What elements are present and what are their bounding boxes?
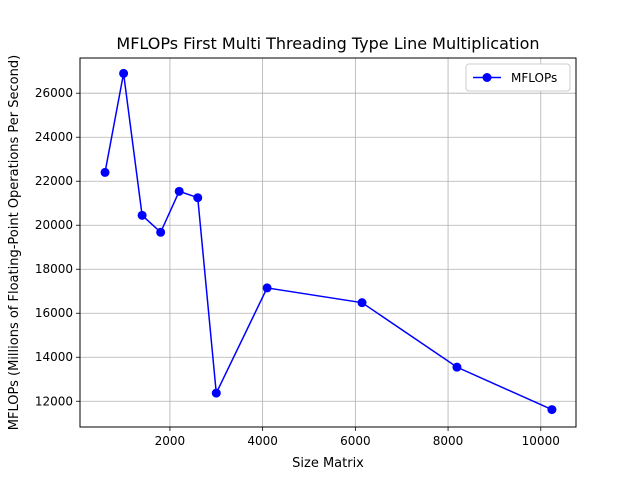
x-axis-label: Size Matrix [292, 456, 364, 471]
legend-label: MFLOPs [511, 71, 557, 85]
data-point [547, 405, 557, 415]
chart-title: MFLOPs First Multi Threading Type Line M… [116, 34, 539, 53]
series-layer [100, 68, 557, 415]
legend-marker [482, 73, 492, 82]
x-tick-label: 6000 [340, 434, 371, 448]
axis-ticks: 2000 4000 6000 8000 10000 12000 14000 16000 1800… [35, 86, 560, 448]
data-point [119, 68, 129, 78]
data-point [137, 210, 147, 220]
data-point [357, 298, 367, 308]
plot-frame [79, 57, 577, 428]
data-point [156, 227, 166, 237]
data-point [211, 388, 221, 398]
y-tick-label: 24000 [35, 130, 73, 144]
y-tick-label: 14000 [35, 350, 73, 364]
y-tick-label: 16000 [35, 306, 73, 320]
x-tick-label: 10000 [522, 434, 560, 448]
data-point [100, 167, 110, 177]
x-tick-label: 8000 [433, 434, 464, 448]
plot-area [80, 58, 576, 427]
data-point [193, 193, 203, 203]
y-tick-label: 22000 [35, 174, 73, 188]
data-point [262, 283, 272, 293]
legend: MFLOPs [465, 63, 571, 92]
data-point [452, 362, 462, 372]
y-tick-label: 12000 [35, 394, 73, 408]
x-tick-label: 2000 [155, 434, 186, 448]
y-axis-label: MFLOPs (Millions of Floating-Point Opera… [7, 55, 22, 430]
x-tick-label: 4000 [247, 434, 278, 448]
grid-lines [80, 58, 576, 427]
y-tick-label: 18000 [35, 262, 73, 276]
y-tick-label: 26000 [35, 86, 73, 100]
y-tick-label: 20000 [35, 218, 73, 232]
legend-box [465, 63, 571, 92]
data-point [174, 186, 184, 196]
